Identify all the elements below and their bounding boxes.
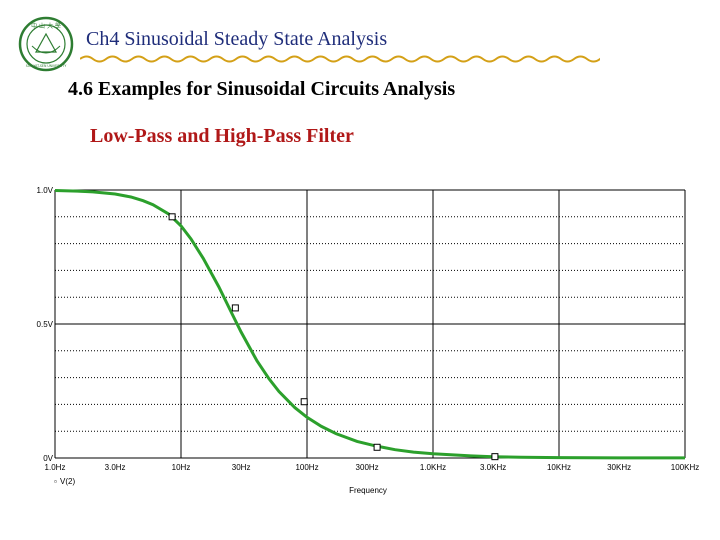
frequency-response-chart: 1.0Hz 3.0Hz 10Hz 30Hz 100Hz 300Hz 1.0KHz 3.0KHz… [37, 186, 700, 495]
data-marker [300, 398, 308, 406]
x-tick-label: 1.0Hz [45, 463, 66, 472]
x-tick-label: 1.0KHz [420, 463, 446, 472]
x-tick-label: 10KHz [547, 463, 571, 472]
x-tick-label: 100KHz [671, 463, 699, 472]
data-marker [168, 213, 176, 221]
data-marker [491, 453, 499, 461]
decorative-wave [80, 55, 600, 63]
x-tick-label: 100Hz [295, 463, 318, 472]
x-tick-label: 30Hz [232, 463, 251, 472]
series-line-v2 [54, 189, 685, 460]
legend-label: V(2) [60, 477, 75, 486]
y-tick-label: 0V [43, 454, 53, 463]
y-tick-label: 0.5V [37, 320, 54, 329]
x-tick-label: 10Hz [172, 463, 191, 472]
svg-text:▫: ▫ [54, 477, 57, 486]
chart-legend: ▫ V(2) [54, 477, 75, 486]
filter-title: Low-Pass and High-Pass Filter [90, 125, 354, 147]
university-logo: 中 山 大 學 SUN YAT-SEN UNIVERSITY [18, 16, 74, 72]
x-tick-label: 30KHz [607, 463, 631, 472]
x-tick-label: 3.0Hz [105, 463, 126, 472]
logo-top-text: 中 山 大 學 [31, 22, 61, 30]
x-tick-label: 3.0KHz [480, 463, 506, 472]
x-axis-label: Frequency [349, 486, 387, 495]
logo-bottom-text: SUN YAT-SEN UNIVERSITY [26, 64, 67, 68]
x-tick-label: 300Hz [356, 463, 379, 472]
section-title: 4.6 Examples for Sinusoidal Circuits Ana… [68, 78, 456, 100]
page-title: Ch4 Sinusoidal Steady State Analysis [86, 28, 388, 50]
y-tick-label: 1.0V [37, 186, 54, 195]
data-marker [373, 443, 381, 451]
data-marker [231, 304, 239, 312]
